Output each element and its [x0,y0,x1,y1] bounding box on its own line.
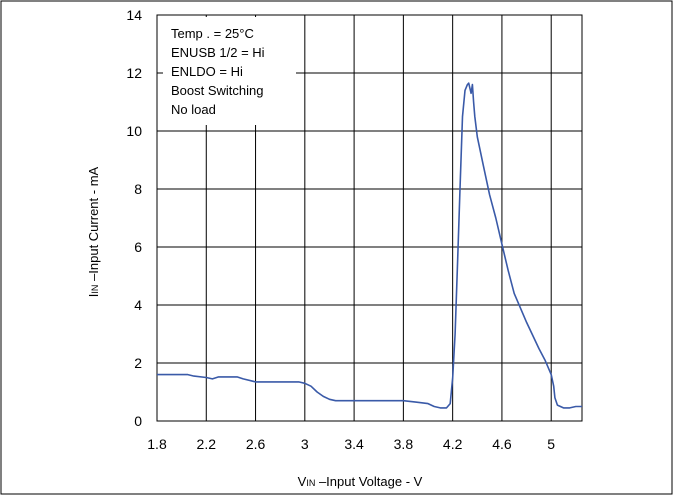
x-tick-label: 4.6 [492,436,512,452]
x-axis-title: VIN –Input Voltage - V [298,474,423,489]
x-tick-label: 2.2 [197,436,217,452]
x-tick-label: 4.2 [443,436,463,452]
x-tick-label: 3 [301,436,309,452]
annotation-line-5: No load [171,102,216,117]
y-tick-label: 2 [134,355,142,371]
annotation-line-4: Boost Switching [171,83,264,98]
annotation-line-3: ENLDO = Hi [171,64,243,79]
x-tick-label: 2.6 [246,436,266,452]
annotation-line-2: ENUSB 1/2 = Hi [171,45,265,60]
x-tick-label: 1.8 [147,436,167,452]
y-tick-label: 6 [134,239,142,255]
annotation-background [163,17,296,125]
y-tick-label: 12 [126,65,142,81]
x-tick-label: 3.8 [394,436,414,452]
tick-labels: 1.8 2.2 2.6 3 3.4 3.8 4.2 4.6 5 0 2 4 6 8 10 12 14 [126,7,555,452]
annotation-box: Temp . = 25°C ENUSB 1/2 = Hi ENLDO = Hi … [163,17,296,125]
x-tick-label: 3.4 [344,436,364,452]
y-tick-label: 8 [134,181,142,197]
y-tick-label: 0 [134,413,142,429]
input-current-line [157,82,582,409]
y-tick-label: 14 [126,7,142,23]
series-layer [157,82,582,409]
y-axis-title: IIN –Input Current - mA [86,166,101,297]
y-tick-label: 4 [134,297,142,313]
x-tick-label: 5 [547,436,555,452]
annotation-line-1: Temp . = 25°C [171,26,254,41]
y-tick-label: 10 [126,123,142,139]
plot-area-border [156,14,583,422]
